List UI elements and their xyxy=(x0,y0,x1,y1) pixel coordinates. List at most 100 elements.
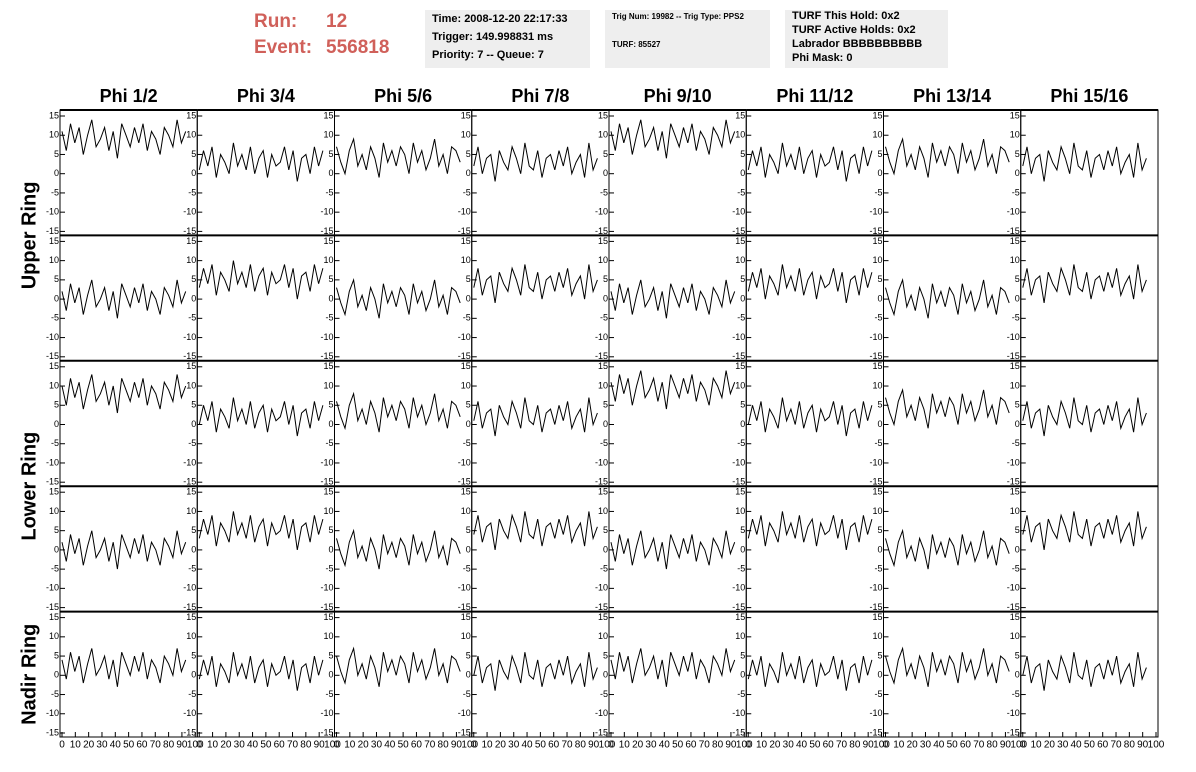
x-tick-label: 90 xyxy=(863,740,875,751)
y-tick-label: -10 xyxy=(320,708,333,718)
y-tick-label: -15 xyxy=(458,477,471,487)
y-tick-label: 0 xyxy=(1015,670,1020,680)
y-tick-label: 0 xyxy=(740,670,745,680)
y-tick-label: 0 xyxy=(328,544,333,554)
x-tick-label: 10 xyxy=(482,740,494,751)
x-tick-label: 0 xyxy=(59,740,65,751)
y-tick-label: 10 xyxy=(1010,130,1020,140)
y-tick-label: -5 xyxy=(51,689,59,699)
y-tick-label: -10 xyxy=(595,207,608,217)
y-tick-label: 15 xyxy=(323,361,333,371)
x-tick-label: 20 xyxy=(769,740,781,751)
y-tick-label: -10 xyxy=(1007,708,1020,718)
y-tick-label: -5 xyxy=(1012,564,1020,574)
y-tick-label: 0 xyxy=(740,168,745,178)
y-tick-label: -15 xyxy=(183,477,196,487)
x-tick-label: 50 xyxy=(123,740,135,751)
waveform xyxy=(198,142,324,182)
y-tick-label: 10 xyxy=(323,255,333,265)
y-tick-label: -5 xyxy=(188,564,196,574)
y-tick-label: 0 xyxy=(191,544,196,554)
y-tick-label: 10 xyxy=(598,380,608,390)
panel-frame xyxy=(608,360,747,487)
y-tick-label: -10 xyxy=(458,207,471,217)
y-tick-label: 15 xyxy=(872,612,882,622)
y-tick-label: -15 xyxy=(869,477,882,487)
y-tick-label: 10 xyxy=(872,380,882,390)
column-title: Phi 9/10 xyxy=(644,86,712,106)
y-tick-label: 5 xyxy=(466,400,471,410)
y-tick-label: 10 xyxy=(1010,631,1020,641)
y-tick-label: 10 xyxy=(598,506,608,516)
y-tick-label: 5 xyxy=(603,274,608,284)
y-tick-label: 10 xyxy=(461,631,471,641)
waveform xyxy=(336,646,461,687)
y-tick-label: -5 xyxy=(600,313,608,323)
y-tick-label: -10 xyxy=(1007,332,1020,342)
waveform xyxy=(1022,397,1147,437)
panel-frame xyxy=(334,360,473,487)
y-tick-label: -10 xyxy=(1007,583,1020,593)
panel-frame xyxy=(196,234,335,362)
y-tick-label: 0 xyxy=(877,293,882,303)
y-tick-label: -5 xyxy=(51,187,59,197)
y-tick-label: -5 xyxy=(874,187,882,197)
y-tick-label: 0 xyxy=(603,293,608,303)
y-tick-label: -15 xyxy=(869,351,882,361)
x-tick-label: 20 xyxy=(358,740,370,751)
y-tick-label: 5 xyxy=(54,149,59,159)
y-tick-label: 10 xyxy=(735,130,745,140)
y-tick-label: -10 xyxy=(595,583,608,593)
x-tick-label: 80 xyxy=(438,740,450,751)
panel-frame xyxy=(334,485,473,613)
x-tick-label: 100 xyxy=(599,740,616,751)
y-tick-label: -10 xyxy=(183,708,196,718)
y-tick-label: 5 xyxy=(1015,274,1020,284)
y-tick-label: -10 xyxy=(732,583,745,593)
panel-frame xyxy=(745,234,884,362)
y-tick-label: -10 xyxy=(732,207,745,217)
column-title: Phi 15/16 xyxy=(1050,86,1128,106)
y-tick-label: 5 xyxy=(191,650,196,660)
y-tick-label: -5 xyxy=(600,689,608,699)
y-tick-label: 10 xyxy=(323,130,333,140)
y-tick-label: 0 xyxy=(603,670,608,680)
y-tick-label: -10 xyxy=(1007,457,1020,467)
waveform xyxy=(473,397,598,437)
y-tick-label: 5 xyxy=(603,149,608,159)
event-number: 556818 xyxy=(326,37,389,58)
y-tick-label: -15 xyxy=(869,226,882,236)
y-tick-label: 15 xyxy=(461,110,471,120)
x-tick-label: 70 xyxy=(973,740,985,751)
y-tick-label: 5 xyxy=(877,149,882,159)
panel-frame xyxy=(883,109,1022,236)
waveform xyxy=(61,374,187,414)
y-tick-label: 0 xyxy=(54,293,59,303)
y-tick-label: -5 xyxy=(1012,187,1020,197)
y-tick-label: 15 xyxy=(598,236,608,246)
y-tick-label: 5 xyxy=(740,525,745,535)
y-tick-label: 15 xyxy=(461,487,471,497)
waveform xyxy=(198,260,324,300)
waveform xyxy=(473,264,598,303)
y-tick-label: 15 xyxy=(186,612,196,622)
info-line: Time: 2008-12-20 22:17:33 xyxy=(432,13,568,25)
run-number: 12 xyxy=(326,11,347,32)
y-tick-label: 15 xyxy=(49,361,59,371)
y-tick-label: 15 xyxy=(872,110,882,120)
x-tick-label: 10 xyxy=(1031,740,1043,751)
waveform xyxy=(198,511,324,550)
y-tick-label: 0 xyxy=(466,419,471,429)
panel-frame xyxy=(608,611,747,738)
y-tick-label: 15 xyxy=(598,612,608,622)
y-tick-label: 5 xyxy=(603,525,608,535)
x-tick-label: 60 xyxy=(274,740,286,751)
y-tick-label: -5 xyxy=(874,438,882,448)
y-tick-label: -15 xyxy=(1007,727,1020,737)
x-tick-label: 70 xyxy=(699,740,711,751)
waveform xyxy=(747,511,873,550)
y-tick-label: 10 xyxy=(49,506,59,516)
waveform xyxy=(61,119,187,159)
y-tick-label: -10 xyxy=(183,207,196,217)
